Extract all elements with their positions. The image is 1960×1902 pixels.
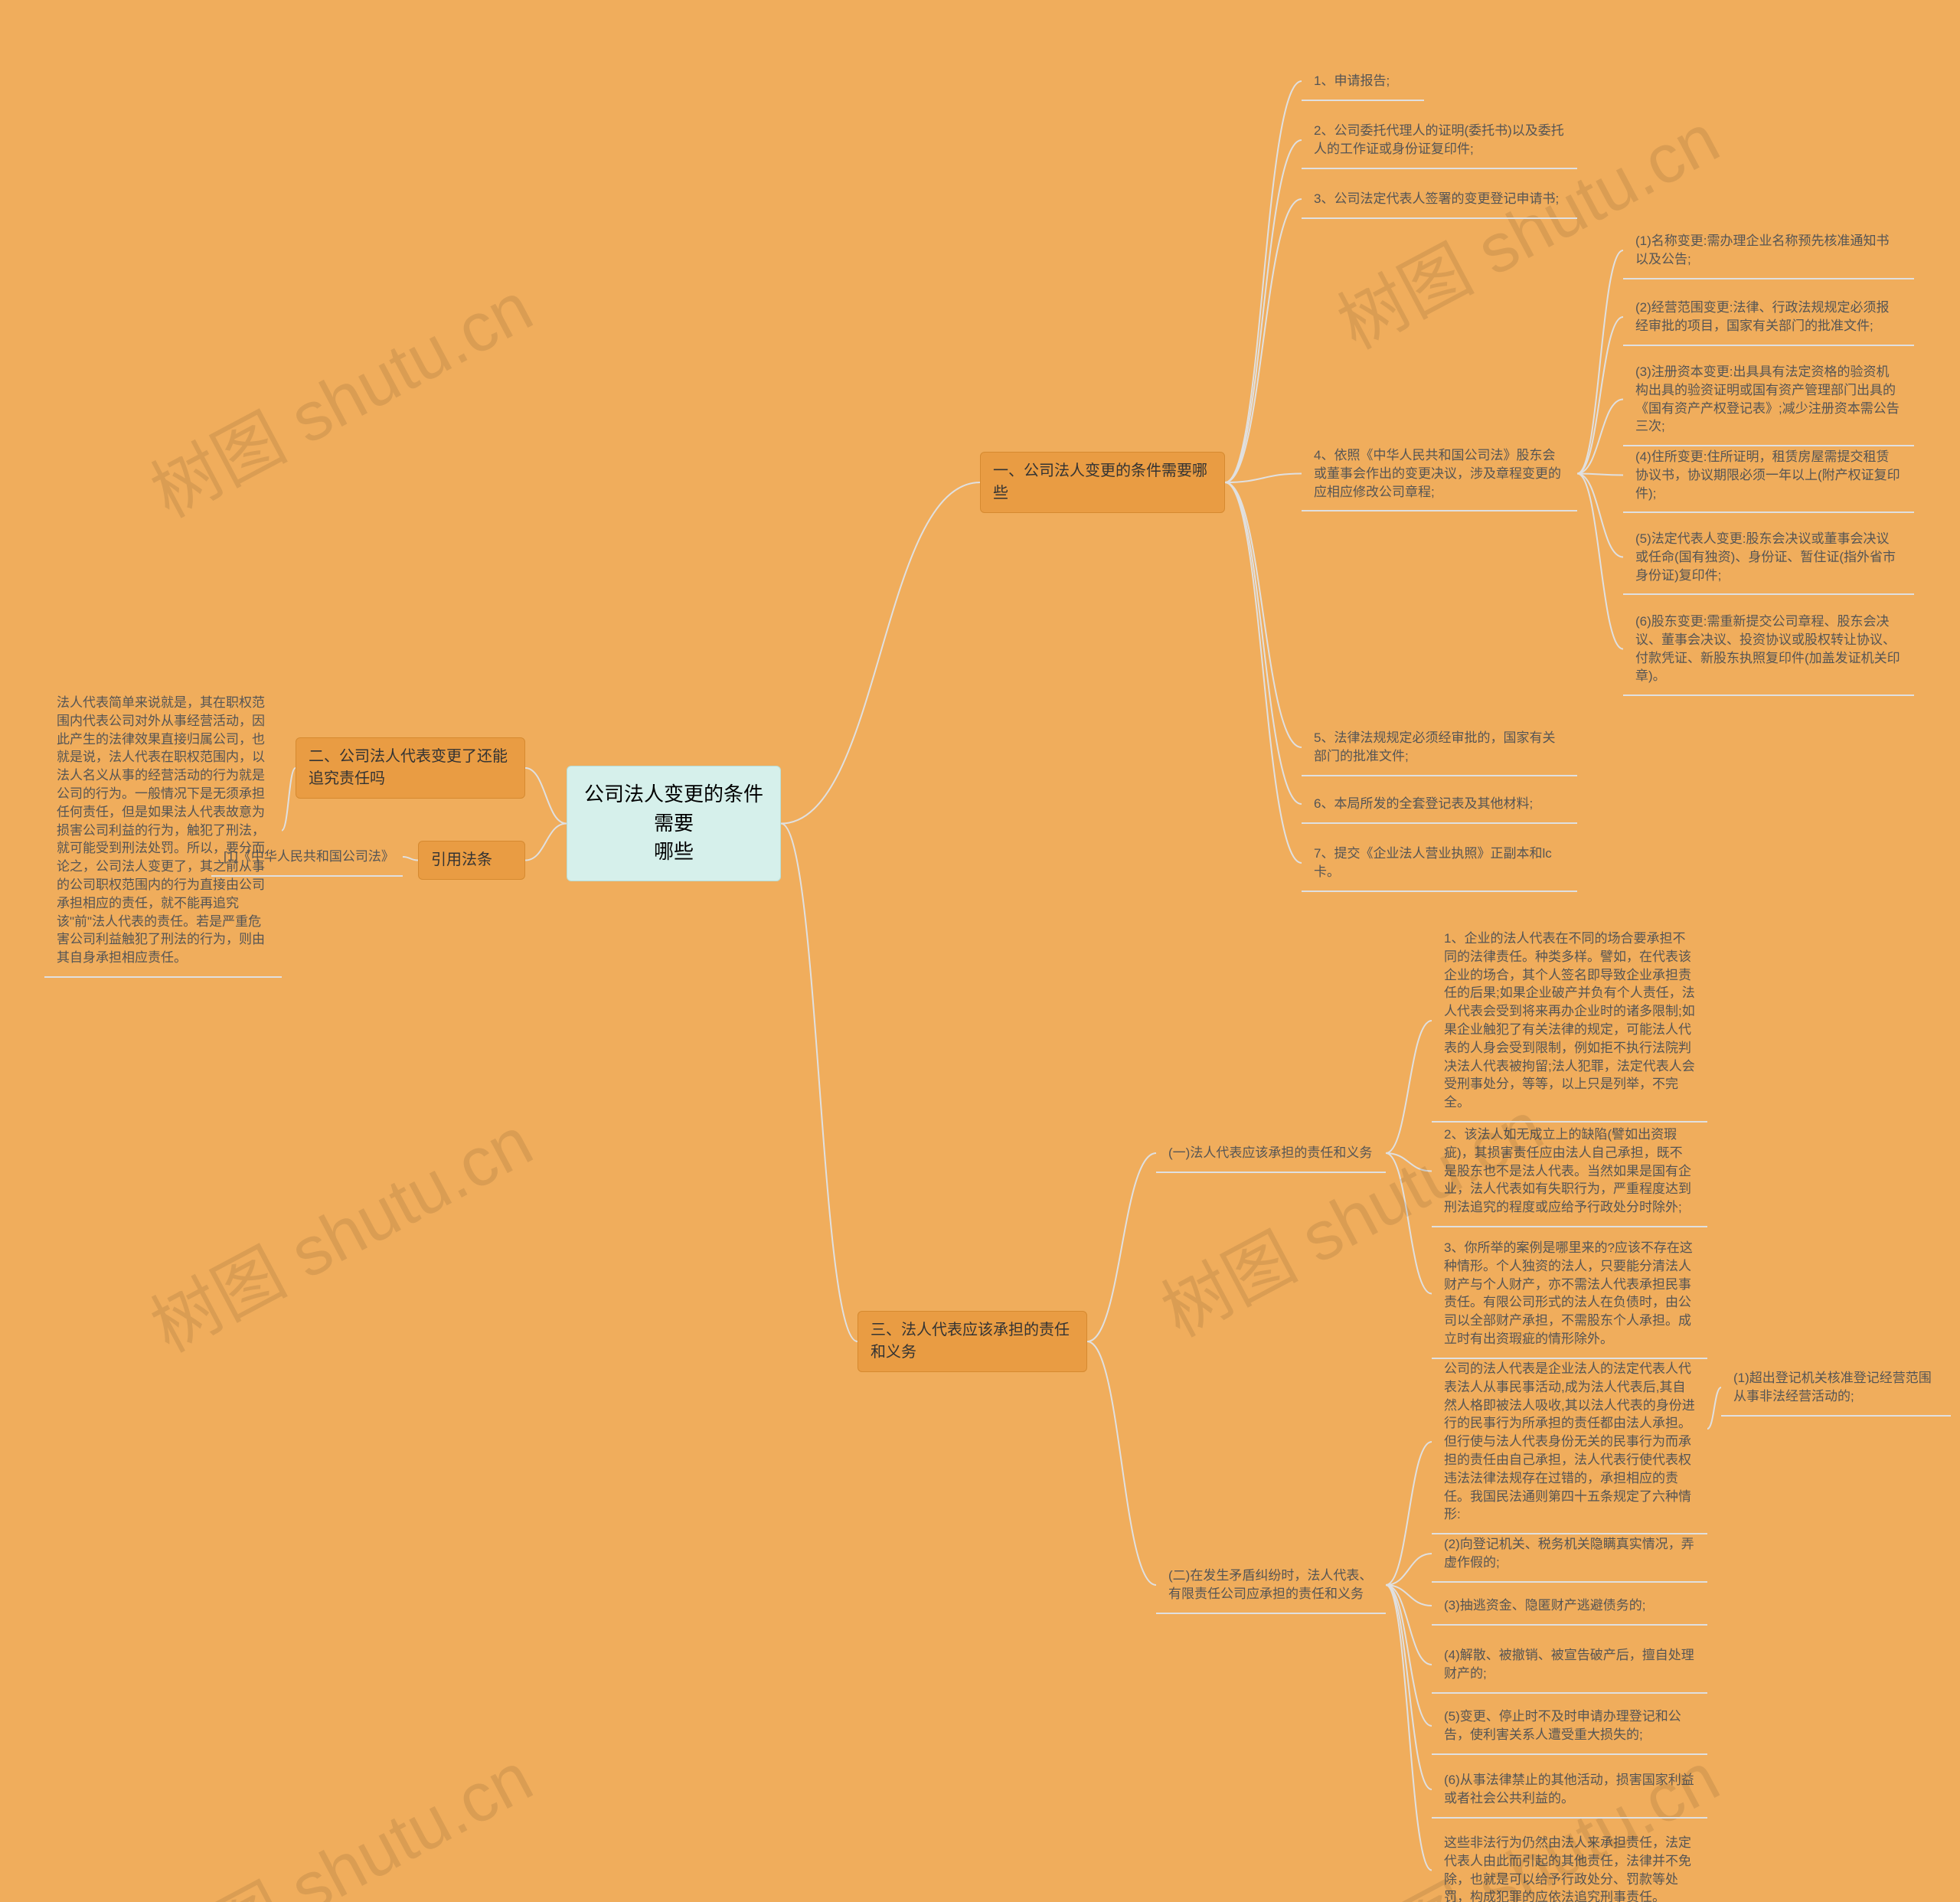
b1-c4-sub-1: (2)经营范围变更:法律、行政法规规定必须报经审批的项目，国家有关部门的批准文件…	[1623, 291, 1914, 343]
branch-citation-label: 引用法条	[431, 851, 492, 868]
underline	[1302, 168, 1577, 169]
underline	[1432, 1624, 1707, 1626]
b1-c4-sub-2: (3)注册资本变更:出具具有法定资格的验资机构出具的验资证明或国有资产管理部门出…	[1623, 355, 1914, 443]
root-line2: 哪些	[654, 840, 694, 863]
b1-child-0: 1、申请报告;	[1302, 64, 1424, 98]
b1-child-3: 4、依照《中华人民共和国公司法》股东会或董事会作出的变更决议，涉及章程变更的应相…	[1302, 439, 1577, 508]
b4-child-0-sub-0: 1、企业的法人代表在不同的场合要承担不同的法律责任。种类多样。譬如，在代表该企业…	[1432, 922, 1707, 1119]
branch-conditions-label: 一、公司法人变更的条件需要哪些	[993, 462, 1207, 502]
underline	[1623, 445, 1914, 446]
underline	[1623, 694, 1914, 696]
b4-child-1: (二)在发生矛盾纠纷时，法人代表、有限责任公司应承担的责任和义务	[1156, 1559, 1386, 1611]
b1-child-5: 6、本局所发的全套登记表及其他材料;	[1302, 787, 1577, 821]
underline	[1432, 1581, 1707, 1583]
underline	[1721, 1415, 1951, 1417]
branch-citation: 引用法条	[418, 841, 525, 880]
b1-child-4: 5、法律法规规定必须经审批的，国家有关部门的批准文件;	[1302, 721, 1577, 773]
underline	[1623, 593, 1914, 595]
b4-child-1-sub-0: (1)超出登记机关核准登记经营范围从事非法经营活动的;	[1721, 1361, 1951, 1413]
branch-duties: 三、法人代表应该承担的责任和义务	[858, 1311, 1087, 1372]
b4-child-1-intro: 公司的法人代表是企业法人的法定代表人代表法人从事民事活动,成为法人代表后,其自然…	[1432, 1352, 1707, 1531]
b1-child-2: 3、公司法定代表人签署的变更登记申请书;	[1302, 182, 1577, 216]
b4-child-1-sub-5: (6)从事法律禁止的其他活动，损害国家利益或者社会公共利益的。	[1432, 1763, 1707, 1815]
branch-liability-label: 二、公司法人代表变更了还能追究责任吗	[309, 748, 508, 787]
b4-child-1-sub-2: (3)抽逃资金、隐匿财产逃避债务的;	[1432, 1589, 1707, 1623]
underline	[1302, 100, 1424, 101]
b1-c4-sub-5: (6)股东变更:需重新提交公司章程、股东会决议、董事会决议、投资协议或股权转让协…	[1623, 605, 1914, 693]
b1-c4-sub-3: (4)住所变更:住所证明，租赁房屋需提交租赁协议书，协议期限必须一年以上(附产权…	[1623, 440, 1914, 510]
branch-conditions: 一、公司法人变更的条件需要哪些	[980, 452, 1225, 513]
underline	[1432, 1753, 1707, 1755]
b4-child-0-sub-1: 2、该法人如无成立上的缺陷(譬如出资瑕疵)，其损害责任应由法人自己承担，既不是股…	[1432, 1118, 1707, 1224]
underline	[1302, 510, 1577, 511]
underline	[1432, 1121, 1707, 1123]
branch-liability: 二、公司法人代表变更了还能追究责任吗	[296, 737, 525, 799]
underline	[1432, 1533, 1707, 1534]
underline	[1432, 1817, 1707, 1819]
b1-c4-sub-4: (5)法定代表人变更:股东会决议或董事会决议或任命(国有独资)、身份证、暂住证(…	[1623, 522, 1914, 592]
underline	[1302, 891, 1577, 892]
b4-child-0-sub-2: 3、你所举的案例是哪里来的?应该不存在这种情形。个人独资的法人，只要能分清法人财…	[1432, 1231, 1707, 1356]
underline	[1432, 1692, 1707, 1694]
b4-child-0: (一)法人代表应该承担的责任和义务	[1156, 1136, 1386, 1170]
underline	[1302, 822, 1577, 824]
underline	[1623, 278, 1914, 279]
b4-child-1-outro: 这些非法行为仍然由法人来承担责任，法定代表人由此而引起的其他责任，法律并不免除，…	[1432, 1826, 1707, 1902]
b1-child-1: 2、公司委托代理人的证明(委托书)以及委托人的工作证或身份证复印件;	[1302, 114, 1577, 166]
underline	[211, 875, 403, 877]
b1-child-6: 7、提交《企业法人营业执照》正副本和lc卡。	[1302, 837, 1577, 889]
root-line1: 公司法人变更的条件需要	[584, 783, 763, 835]
b4-child-1-sub-1: (2)向登记机关、税务机关隐瞒真实情况，弄虚作假的;	[1432, 1528, 1707, 1580]
underline	[1432, 1226, 1707, 1227]
underline	[1432, 1358, 1707, 1359]
underline	[1302, 217, 1577, 219]
b4-child-1-sub-3: (4)解散、被撤销、被宣告破产后，擅自处理财产的;	[1432, 1639, 1707, 1691]
b4-child-1-sub-4: (5)变更、停止时不及时申请办理登记和公告，使利害关系人遭受重大损失的;	[1432, 1700, 1707, 1752]
leaf-liability-text-content: 法人代表简单来说就是，其在职权范围内代表公司对外从事经营活动，因此产生的法律效果…	[57, 695, 265, 965]
leaf-citation-text: [1]《中华人民共和国公司法》	[211, 840, 403, 874]
underline	[1302, 775, 1577, 776]
b1-c4-sub-0: (1)名称变更:需办理企业名称预先核准通知书以及公告;	[1623, 224, 1914, 276]
branch-duties-label: 三、法人代表应该承担的责任和义务	[871, 1322, 1070, 1361]
underline	[1623, 511, 1914, 513]
leaf-liability-text: 法人代表简单来说就是，其在职权范围内代表公司对外从事经营活动，因此产生的法律效果…	[44, 686, 282, 975]
underline	[1623, 345, 1914, 346]
root-node: 公司法人变更的条件需要 哪些	[567, 766, 781, 881]
underline	[44, 976, 282, 978]
leaf-citation-text-content: [1]《中华人民共和国公司法》	[224, 849, 394, 864]
underline	[1156, 1172, 1386, 1173]
underline	[1156, 1613, 1386, 1614]
